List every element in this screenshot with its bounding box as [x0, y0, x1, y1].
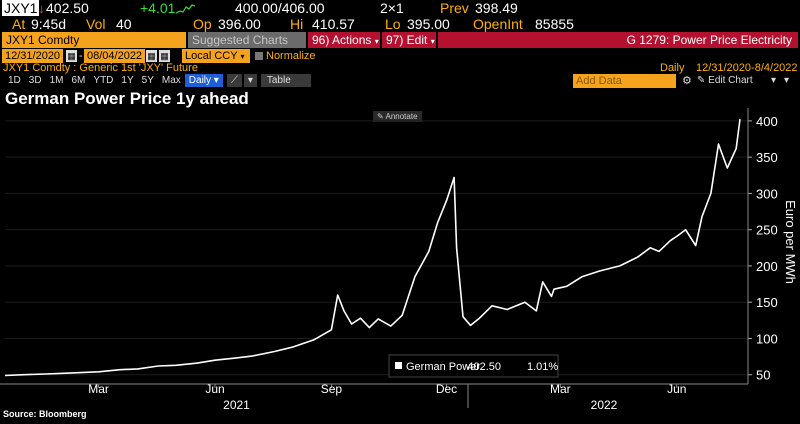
sparkline-icon	[176, 4, 196, 14]
prev-label: Prev	[440, 0, 469, 16]
x-year-label: 2022	[591, 398, 618, 410]
settings-icon[interactable]: ⚙	[682, 75, 692, 87]
y-tick-label: 50	[756, 368, 770, 383]
periodicity-label: Daily	[660, 62, 685, 74]
more-icon[interactable]: ▾	[784, 75, 790, 86]
x-year-label: 2021	[223, 398, 250, 410]
actions-menu[interactable]: 96) Actions ▾	[308, 32, 380, 48]
chart-title: German Power Price 1y ahead	[5, 89, 249, 108]
suggested-charts-button[interactable]: Suggested Charts	[188, 32, 306, 48]
period-3d-button[interactable]: 3D	[28, 75, 42, 86]
edit-chart-label: Edit Chart	[708, 75, 753, 86]
add-data-field[interactable]: Add Data	[573, 74, 676, 88]
edit-label: 97) Edit	[386, 33, 428, 47]
actions-label: 96) Actions	[312, 33, 372, 47]
low-value: 395.00	[407, 16, 450, 32]
chevron-down-icon[interactable]: ▾	[243, 74, 257, 87]
prev-value: 398.49	[475, 0, 518, 16]
period-1m-button[interactable]: 1M	[49, 75, 64, 86]
calendar-icon[interactable]: ▦	[66, 50, 77, 62]
legend-box: German Power 402.50 1.01%	[388, 354, 559, 378]
more-icon[interactable]: ▾	[771, 75, 777, 86]
edit-menu[interactable]: 97) Edit ▾	[382, 32, 436, 48]
x-tick-label: Jun	[205, 382, 224, 396]
period-1d-button[interactable]: 1D	[8, 75, 21, 86]
period-5y-button[interactable]: 5Y	[141, 75, 154, 86]
calendar-icon[interactable]: ▦	[146, 50, 157, 62]
ticker-symbol[interactable]: JXY1	[2, 0, 40, 16]
price-change: +4.01	[140, 0, 176, 16]
vol-label: Vol	[86, 16, 106, 32]
edit-chart-button[interactable]: ✎ Edit Chart	[697, 74, 753, 88]
pencil-icon: ✎	[697, 75, 706, 86]
currency-label: Local CCY	[185, 50, 238, 62]
normalize-checkbox[interactable]	[255, 52, 263, 60]
y-tick-label: 300	[756, 186, 778, 201]
x-tick-label: Jun	[667, 382, 686, 396]
period-6m-button[interactable]: 6M	[71, 75, 86, 86]
trade-size: 2×1	[380, 0, 404, 16]
source-note: Source: Bloomberg	[3, 409, 87, 419]
x-axis: Mar Jun Sep Dec Mar Jun 2021 2022	[0, 382, 748, 410]
y-tick-label: 150	[756, 295, 778, 310]
down-arrow-icon: ↓	[38, 0, 45, 16]
open-label: Op	[193, 16, 212, 32]
y-tick-label: 100	[756, 331, 778, 346]
function-title: G 1279: Power Price Electricity	[438, 32, 798, 48]
x-tick-label: Dec	[436, 382, 457, 396]
table-button[interactable]: Table	[260, 74, 311, 87]
quote-time: 9:45d	[31, 16, 67, 32]
open-value: 396.00	[218, 16, 261, 32]
period-max-button[interactable]: Max	[161, 75, 181, 86]
last-price: 402.50	[46, 0, 89, 16]
date-range-label: 12/31/2020-8/4/2022	[696, 62, 798, 74]
chevron-down-icon: ▾	[374, 37, 379, 46]
period-ytd-button[interactable]: YTD	[93, 75, 114, 86]
date-separator: -	[79, 50, 83, 62]
chevron-down-icon: ▾	[240, 52, 245, 61]
chevron-down-icon: ▾	[430, 37, 435, 46]
y-axis-label: Euro per MWh	[783, 200, 798, 284]
grid	[5, 120, 748, 376]
legend-last-value: 402.50	[467, 361, 501, 373]
currency-select[interactable]: Local CCY ▾	[182, 49, 250, 63]
normalize-label: Normalize	[266, 50, 316, 62]
calendar-icon[interactable]: ▦	[159, 50, 170, 62]
y-axis: 50 100 150 200 250 300 350 400	[747, 108, 778, 384]
open-interest-label: OpenInt	[473, 16, 523, 32]
start-date-field[interactable]: 12/31/2020	[2, 49, 64, 63]
y-tick-label: 200	[756, 259, 778, 274]
x-tick-label: Mar	[88, 382, 109, 396]
y-tick-label: 400	[756, 114, 778, 129]
security-field[interactable]: JXY1 Comdty	[2, 32, 186, 48]
bid-ask: 400.00/406.00	[235, 0, 325, 16]
y-tick-label: 250	[756, 223, 778, 238]
line-style-icon[interactable]: ⟋	[226, 74, 242, 87]
legend-series-name: German Power	[406, 361, 480, 373]
price-chart[interactable]: 50 100 150 200 250 300 350 400 Mar Jun Sep Dec Mar J…	[0, 108, 800, 410]
period-buttons: 1D 3D 1M 6M YTD 1Y 5Y Max Daily ▾ ⟋ ▾ Ta…	[4, 74, 311, 87]
annotate-button[interactable]: ✎ Annotate	[373, 111, 422, 122]
security-description: JXY1 Comdty : Generic 1st 'JXY' Future	[3, 62, 198, 74]
end-date-field[interactable]: 08/04/2022	[84, 49, 146, 63]
legend-last-change: 1.01%	[527, 361, 558, 373]
low-label: Lo	[385, 16, 401, 32]
high-value: 410.57	[312, 16, 355, 32]
frequency-select[interactable]: Daily ▾	[184, 74, 223, 87]
y-tick-label: 350	[756, 150, 778, 165]
open-interest-value: 85855	[535, 16, 574, 32]
volume-value: 40	[116, 16, 132, 32]
legend-swatch	[395, 362, 402, 369]
x-tick-label: Mar	[550, 382, 571, 396]
annotate-label: Annotate	[385, 112, 418, 121]
frequency-label: Daily	[188, 75, 212, 86]
high-label: Hi	[290, 16, 304, 32]
x-tick-label: Sep	[321, 382, 343, 396]
period-1y-button[interactable]: 1Y	[121, 75, 134, 86]
pencil-icon: ✎	[377, 112, 384, 121]
series-line-german-power	[4, 118, 741, 377]
at-label: At	[12, 16, 26, 32]
